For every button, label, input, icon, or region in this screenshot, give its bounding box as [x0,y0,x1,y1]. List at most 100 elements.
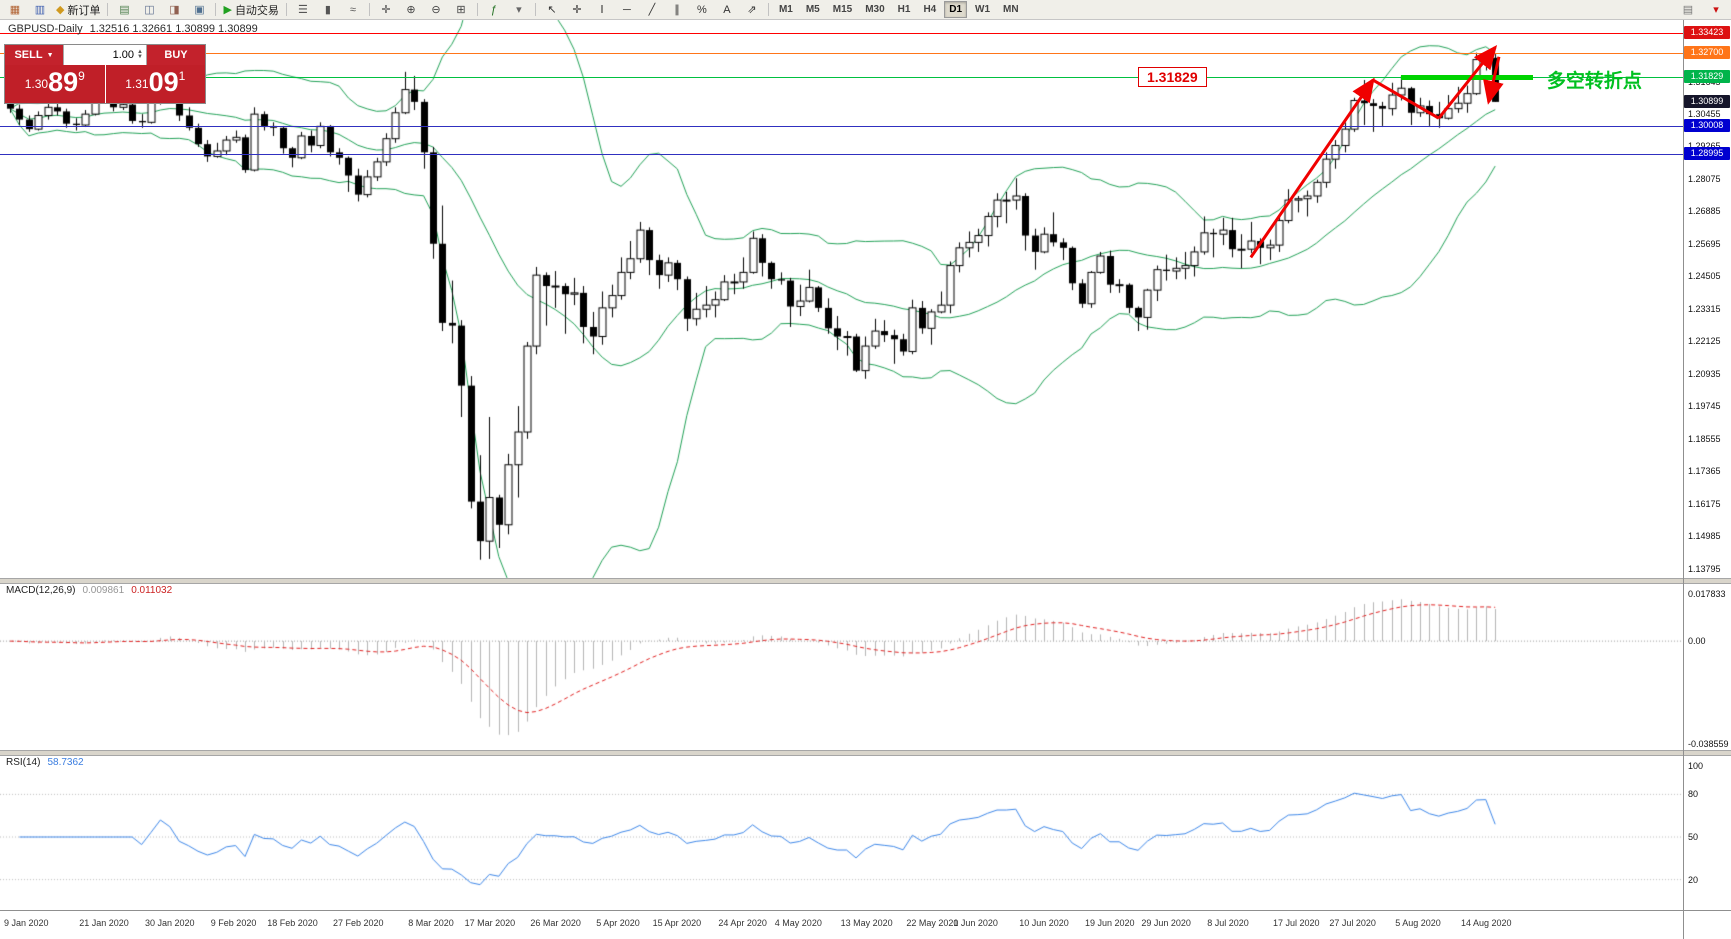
sell-price-sup: 9 [78,69,85,83]
arrow-tool-icon[interactable]: ⇗ [740,1,764,19]
timeframe-w1[interactable]: W1 [975,4,991,15]
macd-signal-value: 0.011032 [131,585,173,596]
text-icon[interactable]: A [715,1,739,19]
channel-icon[interactable]: ∥ [665,1,689,19]
sell-price-small: 1.30 [24,77,49,91]
price-axis-label: 1.14985 [1688,531,1721,542]
bar-chart-icon[interactable]: ☰ [291,1,315,19]
new-chart-icon[interactable]: ▦ [3,1,27,19]
price-level-callout[interactable]: 1.31829 [1138,66,1207,87]
buy-price-box[interactable]: 1.31 09 1 [105,65,205,103]
toolbar-separator [107,3,109,16]
panel-splitter-macd[interactable] [0,578,1731,584]
horizontal-line-icon[interactable]: ─ [615,1,639,19]
sell-button[interactable]: SELL ▼ [5,45,63,65]
line-chart-icon[interactable]: ≈ [341,1,365,19]
timeframe-m30[interactable]: M30 [865,4,885,15]
axis-price-badge: 1.33423 [1684,26,1730,39]
cursor-icon-glyph: ↖ [547,3,557,16]
timeframe-h4[interactable]: H4 [923,4,937,15]
volume-up-icon[interactable]: ▲ [137,49,143,55]
cursor-icon[interactable]: ↖ [540,1,564,19]
toolbar-separator [368,3,370,16]
fibonacci-icon-glyph: % [697,3,707,16]
timeframe-h1[interactable]: H1 [897,4,911,15]
rsi-axis-label: 20 [1688,874,1699,885]
new-order-button[interactable]: ◆ 新订单 [53,1,103,19]
turning-point-text[interactable]: 多空转折点 [1546,70,1642,92]
date-axis-label: 4 May 2020 [774,918,822,928]
price-axis-label: 1.24505 [1688,271,1721,282]
panel-splitter-rsi[interactable] [0,750,1731,756]
price-axis-border [1683,20,1684,939]
timeframe-m5[interactable]: M5 [805,4,820,15]
arrow-tool-icon-glyph: ⇗ [747,3,757,16]
date-axis-label: 15 Apr 2020 [652,918,702,928]
terminal-icon-glyph: ▣ [194,3,205,16]
data-window-icon[interactable]: ◫ [137,1,161,19]
volume-spinner[interactable]: ▲ ▼ [137,49,143,60]
price-horizontal-line[interactable] [0,33,1683,34]
navigator-icon[interactable]: ◨ [162,1,186,19]
candlestick-chart-icon[interactable]: ▮ [316,1,340,19]
date-axis-label: 27 Jul 2020 [1329,918,1376,928]
date-axis-label: 30 Jan 2020 [145,918,195,928]
axis-price-badge: 1.32700 [1684,45,1730,59]
text-icon-glyph: A [723,3,731,16]
order-dropdown-icon[interactable]: ▼ [46,52,54,59]
auto-trading-button-label: 自动交易 [234,4,279,17]
price-axis-label: 1.16175 [1688,498,1721,509]
price-axis-label: 1.29265 [1688,141,1721,151]
price-axis-label: 1.25695 [1688,238,1721,249]
timeframe-d1[interactable]: D1 [944,1,968,18]
price-axis-label: 1.13795 [1688,563,1721,574]
date-axis-label: 22 May 2020 [906,918,959,928]
volume-down-icon[interactable]: ▼ [137,54,143,60]
axis-price-badge: 1.28995 [1684,146,1730,160]
trendline-icon[interactable]: ╱ [640,1,664,19]
price-horizontal-line[interactable] [0,77,1683,78]
timeframe-mn[interactable]: MN [1003,4,1019,15]
symbol-period-label: GBPUSD-Daily [8,23,83,35]
axis-price-badge: 1.30899 [1684,94,1730,108]
macd-axis-label: 0.017833 [1688,588,1726,599]
indicators-dropdown-icon[interactable]: ▾ [507,1,531,19]
price-horizontal-line[interactable] [0,154,1683,155]
rsi-value: 58.7362 [47,757,84,768]
timeframe-m15[interactable]: M15 [832,4,853,15]
rsi-axis-label: 80 [1688,789,1699,800]
indicators-icon[interactable]: ƒ [482,1,506,19]
toolbar-expand-icon[interactable]: ▾ [1704,1,1728,19]
date-axis-border [0,910,1731,911]
price-horizontal-line[interactable] [0,126,1683,127]
auto-trading-button[interactable]: ▶ 自动交易 [220,1,281,19]
crosshair-tool-icon[interactable]: ✛ [565,1,589,19]
turning-point-level-segment[interactable] [1401,74,1533,80]
volume-input[interactable]: 1.00 ▲ ▼ [63,45,147,65]
buy-button-label: BUY [164,49,188,61]
zoom-in-icon[interactable]: ⊕ [399,1,423,19]
crosshair-icon[interactable]: ✛ [374,1,398,19]
buy-button[interactable]: BUY [147,45,205,65]
new-order-button-label: 新订单 [67,4,101,17]
ohlc-values: 1.32516 1.32661 1.30899 1.30899 [89,23,258,35]
channel-icon-glyph: ∥ [674,3,680,16]
chart-profiles-icon[interactable]: ▥ [28,1,52,19]
macd-main-value: 0.009861 [82,585,125,596]
sell-price-big: 89 [48,67,79,97]
trendline-icon-glyph: ╱ [648,3,656,16]
tile-windows-icon-glyph: ⊞ [456,3,466,16]
terminal-icon[interactable]: ▣ [187,1,211,19]
timeframe-m1[interactable]: M1 [778,4,793,15]
zoom-out-icon[interactable]: ⊖ [424,1,448,19]
tile-windows-icon[interactable]: ⊞ [449,1,473,19]
vertical-line-icon[interactable]: Ⅰ [590,1,614,19]
market-watch-icon[interactable]: ▤ [112,1,136,19]
toolbar-right-icon[interactable]: ▤ [1676,1,1700,19]
fibonacci-icon[interactable]: % [690,1,714,19]
chart-profiles-icon-glyph: ▥ [34,3,46,16]
candlestick-chart-icon-glyph: ▮ [324,3,331,16]
price-horizontal-line[interactable] [0,53,1683,54]
sell-price-box[interactable]: 1.30 89 9 [5,65,105,103]
